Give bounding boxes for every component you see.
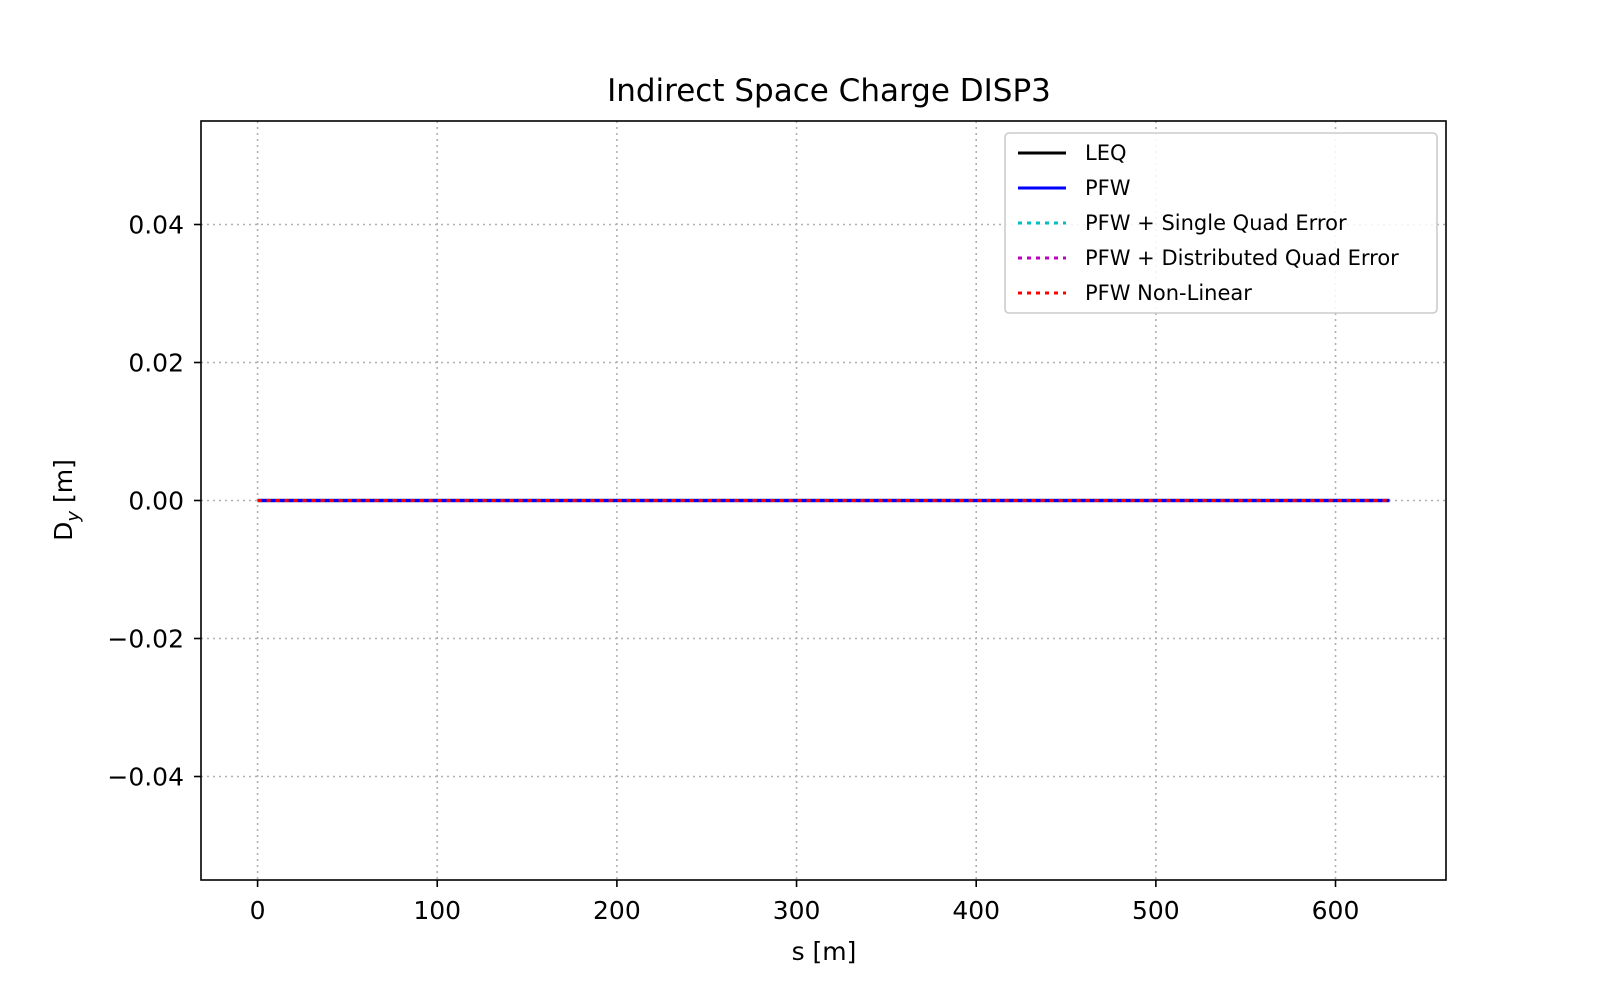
legend-label-2: PFW xyxy=(1085,176,1131,200)
legend-label-3: PFW + Single Quad Error xyxy=(1085,211,1347,235)
x-tick-label: 400 xyxy=(952,896,1000,925)
y-axis-label-main: D xyxy=(49,522,78,541)
y-axis-ticks: −0.04 −0.02 0.00 0.02 0.04 xyxy=(107,211,201,792)
legend-box xyxy=(1004,132,1438,314)
y-tick-label: 0.04 xyxy=(128,211,184,240)
x-tick-label: 500 xyxy=(1132,896,1180,925)
y-tick-label: −0.02 xyxy=(107,625,184,654)
x-tick-label: 0 xyxy=(250,896,266,925)
y-axis-label: Dy [m] xyxy=(49,459,84,541)
x-tick-label: 600 xyxy=(1312,896,1360,925)
legend-label-1: LEQ xyxy=(1085,141,1127,165)
x-tick-label: 200 xyxy=(593,896,641,925)
y-axis-label-unit: [m] xyxy=(49,459,78,511)
legend-label-5: PFW Non-Linear xyxy=(1085,281,1252,305)
x-axis-label: s [m] xyxy=(792,937,857,966)
legend: LEQ PFW PFW + Single Quad Error PFW + Distr… xyxy=(1004,132,1438,314)
x-tick-label: 100 xyxy=(413,896,461,925)
y-tick-label: −0.04 xyxy=(107,763,184,792)
legend-label-4: PFW + Distributed Quad Error xyxy=(1085,246,1399,270)
y-tick-label: 0.00 xyxy=(128,487,184,516)
legend-entries: LEQ PFW PFW + Single Quad Error PFW + Distr… xyxy=(1018,141,1399,305)
chart-title: Indirect Space Charge DISP3 xyxy=(607,73,1051,109)
x-axis-ticks: 0 100 200 300 400 500 600 xyxy=(250,880,1360,925)
y-axis-label-subscript: y xyxy=(63,511,84,523)
y-tick-label: 0.02 xyxy=(128,349,184,378)
x-tick-label: 300 xyxy=(773,896,821,925)
